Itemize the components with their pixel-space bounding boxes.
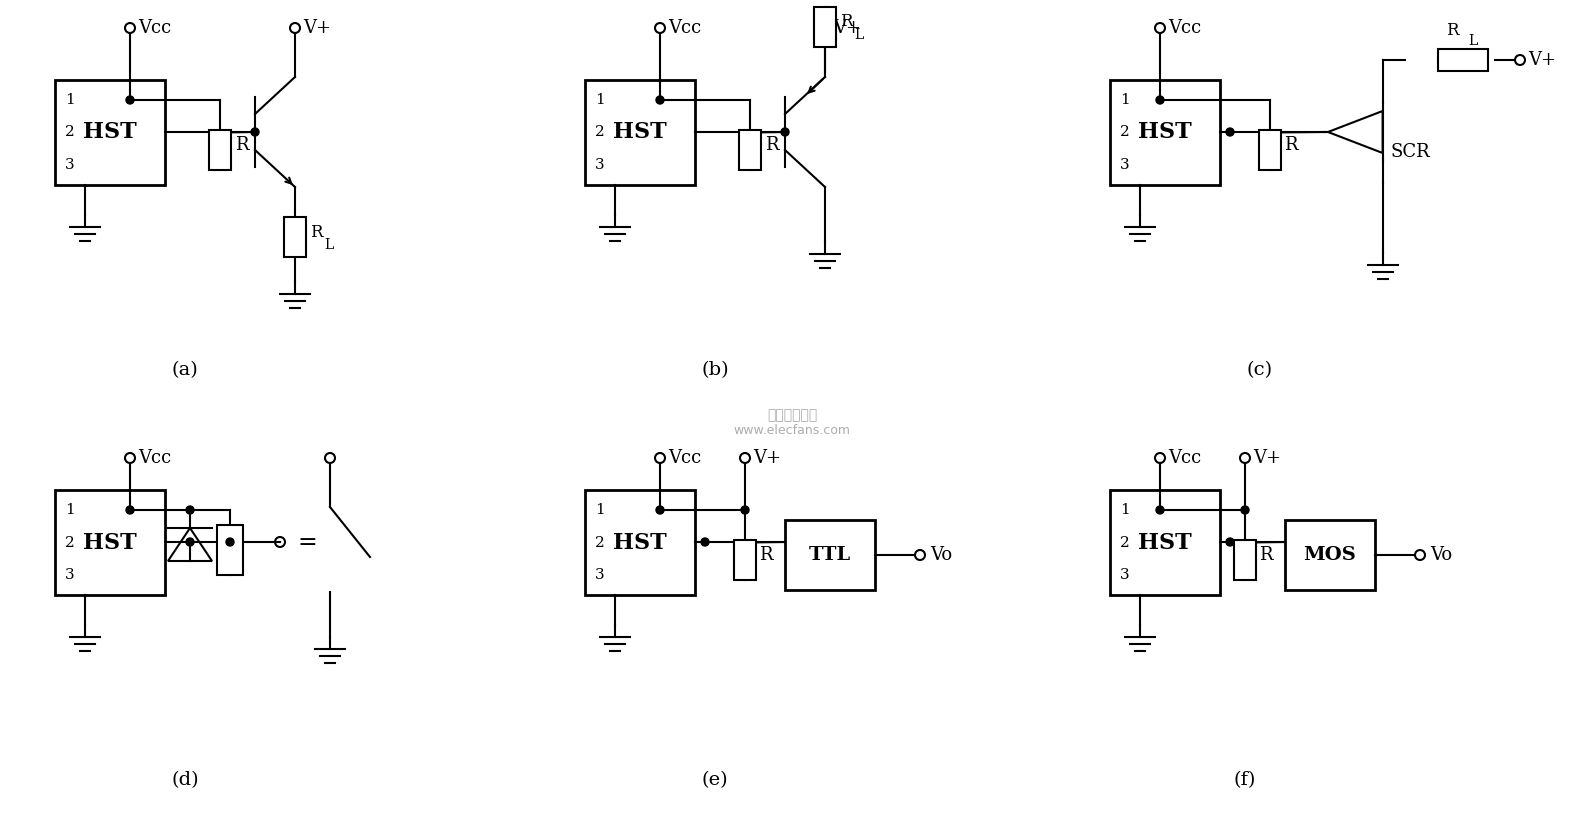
Text: (b): (b): [702, 361, 729, 379]
Bar: [733, 540, 756, 580]
Bar: [814, 7, 836, 47]
Text: 3: 3: [596, 158, 605, 172]
Text: 1: 1: [596, 503, 605, 517]
Text: R: R: [765, 136, 778, 154]
Circle shape: [185, 506, 193, 514]
Text: 电子发烧友网: 电子发烧友网: [767, 408, 817, 422]
Text: R: R: [234, 136, 249, 154]
Bar: [1285, 520, 1375, 590]
Bar: [209, 130, 231, 170]
Text: R: R: [759, 546, 773, 564]
Text: R: R: [310, 224, 323, 241]
Circle shape: [227, 538, 234, 546]
Text: L: L: [1468, 34, 1478, 48]
Circle shape: [1156, 506, 1164, 514]
Bar: [1234, 540, 1256, 580]
Circle shape: [656, 96, 664, 104]
Text: 1: 1: [596, 93, 605, 107]
Text: 1: 1: [65, 93, 74, 107]
Text: R: R: [840, 14, 852, 31]
Bar: [217, 525, 242, 575]
Circle shape: [1226, 538, 1234, 546]
Text: Vcc: Vcc: [138, 19, 171, 37]
Text: 2: 2: [1120, 536, 1129, 550]
Bar: [1259, 130, 1281, 170]
Circle shape: [702, 538, 710, 546]
Bar: [1110, 490, 1220, 595]
Text: Vcc: Vcc: [138, 449, 171, 467]
Text: (e): (e): [702, 771, 729, 789]
Text: 2: 2: [596, 125, 605, 140]
Circle shape: [656, 506, 664, 514]
Text: V+: V+: [1253, 449, 1281, 467]
Text: V+: V+: [303, 19, 331, 37]
Text: 1: 1: [65, 503, 74, 517]
Text: R: R: [1285, 136, 1297, 154]
Text: 3: 3: [65, 568, 74, 582]
Bar: [1110, 80, 1220, 185]
Text: 3: 3: [1120, 158, 1129, 172]
Circle shape: [1240, 506, 1250, 514]
Text: V+: V+: [752, 449, 781, 467]
Bar: [584, 490, 695, 595]
Text: HST: HST: [613, 121, 667, 144]
Text: (d): (d): [171, 771, 200, 789]
Circle shape: [250, 128, 260, 136]
Text: 2: 2: [65, 125, 74, 140]
Text: L: L: [854, 28, 863, 42]
Text: L: L: [325, 238, 333, 252]
Text: TTL: TTL: [809, 546, 851, 564]
Text: www.elecfans.com: www.elecfans.com: [733, 424, 851, 437]
Text: =: =: [298, 531, 318, 554]
Text: HST: HST: [82, 532, 136, 554]
Bar: [584, 80, 695, 185]
Text: Vcc: Vcc: [668, 449, 702, 467]
Circle shape: [127, 96, 135, 104]
Text: 1: 1: [1120, 503, 1129, 517]
Text: (a): (a): [171, 361, 198, 379]
Circle shape: [781, 128, 789, 136]
Text: HST: HST: [1139, 532, 1191, 554]
Circle shape: [1226, 128, 1234, 136]
Bar: [284, 217, 306, 257]
Text: 2: 2: [65, 536, 74, 550]
Text: 2: 2: [596, 536, 605, 550]
Circle shape: [1156, 96, 1164, 104]
Text: 3: 3: [65, 158, 74, 172]
Text: Vcc: Vcc: [668, 19, 702, 37]
Circle shape: [741, 506, 749, 514]
Text: (f): (f): [1234, 771, 1256, 789]
Text: V+: V+: [833, 19, 862, 37]
Text: SCR: SCR: [1391, 143, 1430, 161]
Text: HST: HST: [613, 532, 667, 554]
Text: 2: 2: [1120, 125, 1129, 140]
Bar: [55, 490, 165, 595]
Text: MOS: MOS: [1304, 546, 1356, 564]
Text: HST: HST: [1139, 121, 1191, 144]
Text: Vcc: Vcc: [1167, 449, 1201, 467]
Text: 1: 1: [1120, 93, 1129, 107]
Text: R: R: [1446, 22, 1459, 39]
Text: Vo: Vo: [930, 546, 952, 564]
Text: R: R: [1259, 546, 1272, 564]
Bar: [740, 130, 760, 170]
Text: (c): (c): [1247, 361, 1274, 379]
Text: HST: HST: [82, 121, 136, 144]
Text: Vo: Vo: [1430, 546, 1453, 564]
Circle shape: [127, 506, 135, 514]
Text: V+: V+: [1529, 51, 1555, 69]
Text: 3: 3: [596, 568, 605, 582]
Text: Vcc: Vcc: [1167, 19, 1201, 37]
Text: 3: 3: [1120, 568, 1129, 582]
Circle shape: [185, 538, 193, 546]
Bar: [786, 520, 874, 590]
Bar: [55, 80, 165, 185]
Bar: [1438, 49, 1487, 71]
